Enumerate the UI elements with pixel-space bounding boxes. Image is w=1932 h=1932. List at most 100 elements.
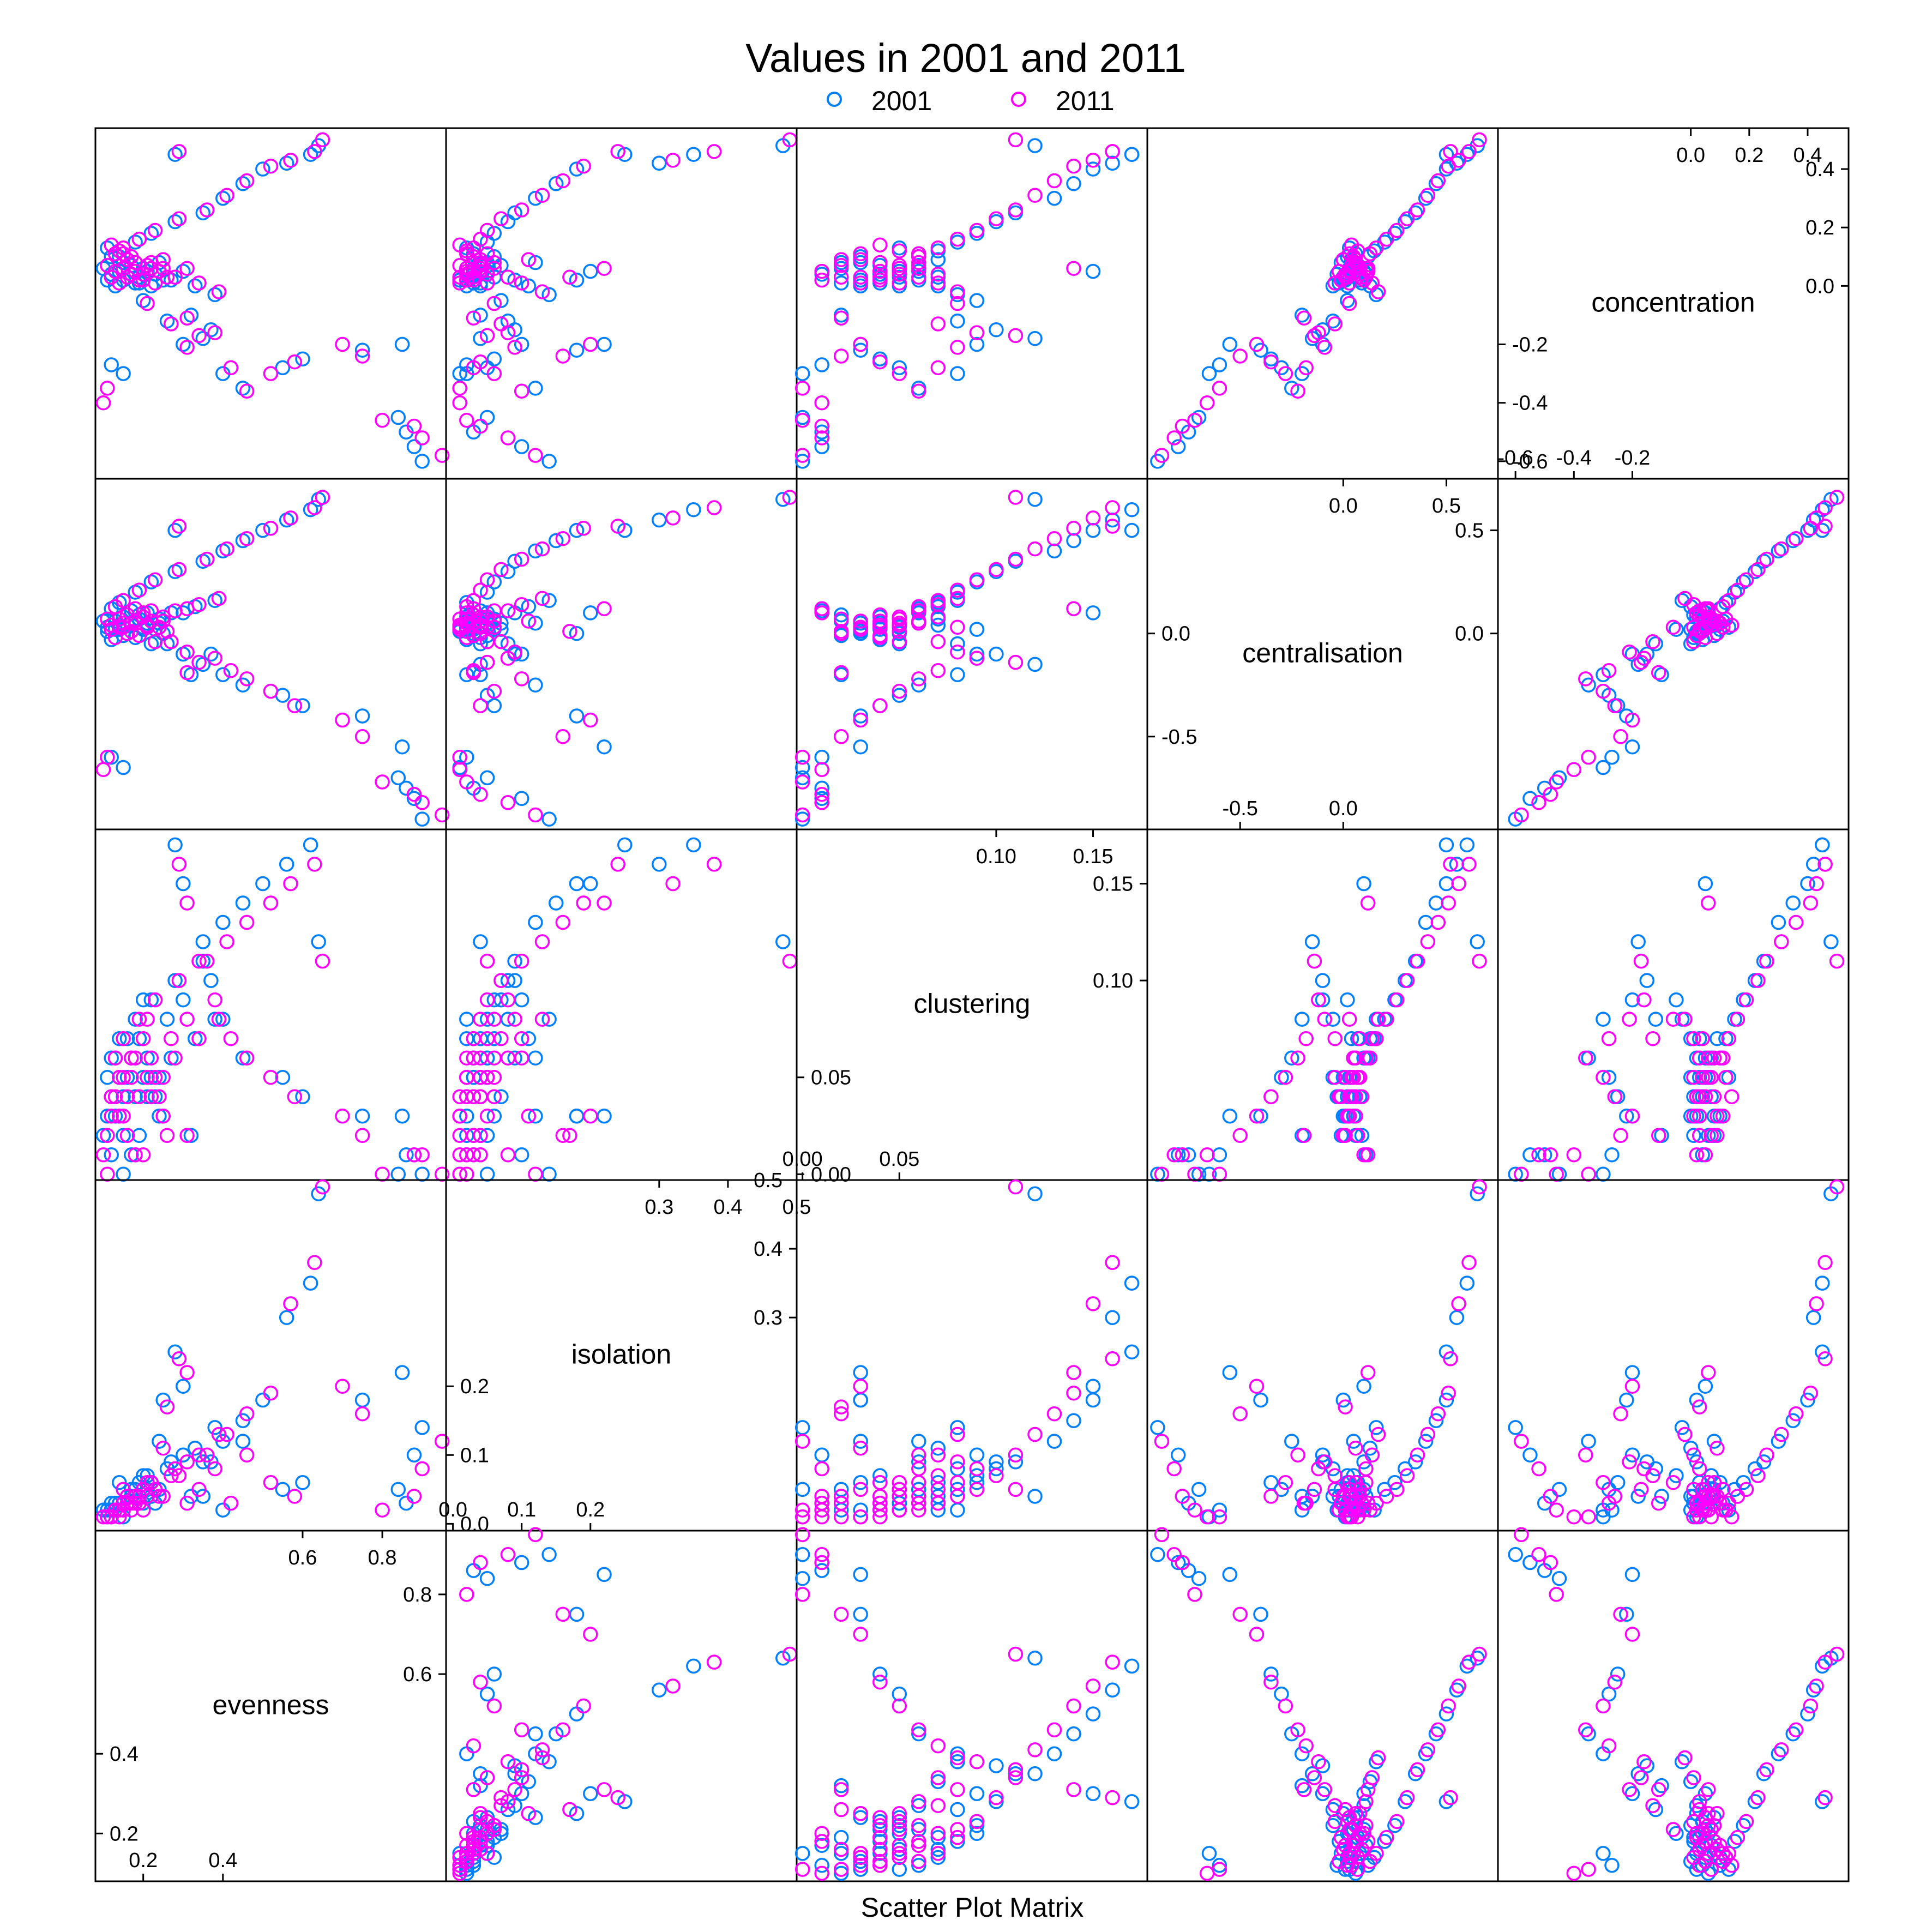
data-point-2011: [315, 1179, 330, 1195]
data-point-2011: [452, 1128, 467, 1143]
data-point-2011: [143, 1474, 159, 1490]
data-point-2011: [1360, 1147, 1376, 1163]
data-point-2011: [872, 607, 888, 623]
data-point-2011: [1566, 762, 1582, 778]
data-point-2001: [1800, 876, 1815, 892]
data-point-2011: [486, 1817, 502, 1833]
data-point-2011: [1338, 1802, 1353, 1817]
data-point-2011: [1607, 1674, 1623, 1690]
data-point-2011: [179, 340, 195, 355]
tick-label: 0.3: [645, 1196, 673, 1219]
data-point-2001: [1263, 1666, 1279, 1682]
data-point-2011: [128, 263, 143, 279]
data-point-2001: [569, 522, 585, 538]
data-point-2011: [1066, 1365, 1081, 1380]
data-point-2011: [104, 237, 119, 253]
data-point-2011: [1692, 1399, 1707, 1415]
data-point-2011: [534, 591, 550, 606]
data-point-2011: [706, 144, 722, 159]
data-point-2001: [853, 1502, 868, 1518]
data-point-2011: [989, 562, 1004, 577]
data-point-2011: [1410, 953, 1425, 969]
data-point-2011: [892, 243, 907, 258]
data-point-2011: [1263, 1089, 1279, 1104]
data-point-2001: [989, 646, 1004, 662]
data-point-2011: [706, 500, 722, 515]
data-point-2001: [1551, 1482, 1567, 1497]
data-point-2001: [1698, 1379, 1713, 1394]
data-point-2011: [528, 448, 543, 463]
data-point-2011: [814, 272, 829, 288]
data-point-2011: [452, 622, 467, 637]
data-point-2001: [1721, 619, 1737, 635]
data-point-2001: [1008, 1454, 1024, 1470]
data-point-2001: [1736, 1817, 1751, 1833]
data-point-2001: [1356, 876, 1371, 892]
data-point-2001: [479, 1686, 495, 1702]
data-point-2001: [459, 357, 474, 372]
tick-label: 0.8: [403, 1584, 432, 1606]
data-point-2001: [833, 1846, 849, 1861]
tick-label: 0.4: [110, 1743, 139, 1766]
data-point-2011: [1738, 1814, 1754, 1829]
data-point-2001: [215, 190, 231, 206]
data-point-2011: [1692, 622, 1707, 637]
data-point-2011: [1399, 1468, 1415, 1483]
data-point-2011: [131, 231, 147, 247]
data-point-2011: [930, 267, 946, 282]
data-point-2001: [814, 357, 829, 372]
data-point-2001: [167, 214, 183, 230]
data-point-2011: [1809, 1678, 1824, 1694]
data-point-2011: [179, 665, 195, 681]
data-point-2001: [390, 1166, 406, 1182]
data-point-2011: [833, 665, 849, 681]
data-point-2011: [814, 1502, 829, 1518]
data-point-2011: [1596, 683, 1611, 699]
data-point-2011: [1379, 1829, 1394, 1845]
data-point-2001: [203, 973, 219, 988]
data-point-2001: [853, 708, 868, 724]
data-point-2011: [1389, 1482, 1405, 1497]
tick-label: 0.2: [1805, 216, 1834, 239]
data-point-2011: [459, 1089, 474, 1104]
data-point-2011: [1399, 1790, 1415, 1805]
data-point-2011: [969, 651, 985, 666]
data-point-2011: [911, 599, 926, 615]
data-point-2001: [116, 366, 131, 381]
data-point-2011: [1327, 1031, 1343, 1046]
data-point-2011: [1232, 1406, 1248, 1422]
data-point-2011: [892, 261, 907, 276]
data-point-2001: [500, 313, 516, 329]
data-point-2001: [1124, 1658, 1140, 1674]
diagonal-label-concentration: concentration: [1591, 287, 1755, 318]
data-point-2001: [119, 1031, 135, 1046]
data-point-2011: [171, 211, 187, 226]
data-point-2001: [1150, 1547, 1165, 1562]
data-point-2011: [892, 267, 907, 282]
data-point-2001: [164, 1050, 179, 1066]
data-point-2011: [307, 500, 322, 515]
data-point-2001: [500, 973, 516, 988]
data-point-2001: [892, 240, 907, 256]
data-point-2001: [1674, 1754, 1690, 1770]
data-point-2011: [1327, 1814, 1343, 1829]
data-point-2011: [950, 644, 965, 660]
data-point-2001: [493, 258, 509, 273]
data-point-2001: [1085, 1706, 1101, 1722]
data-point-2011: [1187, 413, 1202, 428]
data-point-2001: [406, 1447, 422, 1463]
data-point-2011: [1344, 1089, 1359, 1104]
data-point-2011: [107, 1050, 123, 1066]
data-point-2011: [1346, 1069, 1361, 1085]
data-point-2011: [155, 1109, 171, 1124]
x-axis-label: Scatter Plot Matrix: [861, 1892, 1084, 1923]
data-point-2011: [892, 616, 907, 631]
data-point-2001: [1085, 1786, 1101, 1802]
panel-border: [1497, 1179, 1850, 1532]
data-point-2001: [147, 1089, 163, 1104]
data-point-2001: [1736, 992, 1751, 1008]
data-point-2011: [473, 698, 488, 713]
data-point-2011: [1296, 1782, 1312, 1797]
data-point-2011: [219, 188, 234, 203]
data-point-2011: [466, 593, 482, 608]
